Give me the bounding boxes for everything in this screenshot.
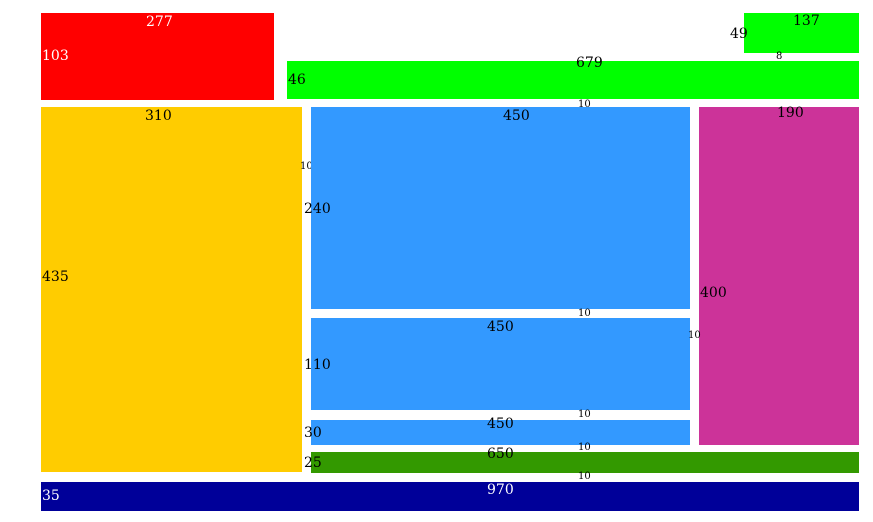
block-green-small [744,13,859,53]
green-small-width-label: 137 [793,13,820,29]
gap-label-10-d: 10 [578,409,591,420]
blue-top-height-label: 240 [304,201,331,217]
dark-green-height-label: 25 [304,455,322,471]
block-green-wide [287,61,859,99]
block-dark-green [311,452,859,473]
navy-width-label: 970 [487,482,514,498]
green-small-height-label: 49 [730,26,748,42]
dark-green-width-label: 650 [487,446,514,462]
gap-label-10-f: 10 [688,330,701,341]
gap-label-10-a: 10 [578,99,591,110]
block-blue-mid [311,318,690,410]
block-magenta [699,107,859,445]
blue-mid-height-label: 110 [304,357,331,373]
block-orange [41,107,302,472]
red-height-label: 103 [42,48,69,64]
red-width-label: 277 [146,14,173,30]
navy-height-label: 35 [42,488,60,504]
block-navy [41,482,859,511]
blue-bottom-width-label: 450 [487,416,514,432]
magenta-width-label: 190 [777,105,804,121]
gap-label-10-b: 10 [300,161,313,172]
block-red [41,13,274,100]
blue-bottom-height-label: 30 [304,425,322,441]
gap-label-10-e: 10 [578,442,591,453]
gap-label-8: 8 [776,51,783,62]
green-wide-width-label: 679 [576,55,603,71]
blue-top-width-label: 450 [503,108,530,124]
gap-label-10-g: 10 [578,471,591,482]
blue-mid-width-label: 450 [487,319,514,335]
magenta-height-label: 400 [700,285,727,301]
block-blue-bottom [311,420,690,445]
orange-width-label: 310 [145,108,172,124]
green-wide-height-label: 46 [288,72,306,88]
gap-label-10-c: 10 [578,308,591,319]
orange-height-label: 435 [42,269,69,285]
block-blue-top [311,107,690,309]
